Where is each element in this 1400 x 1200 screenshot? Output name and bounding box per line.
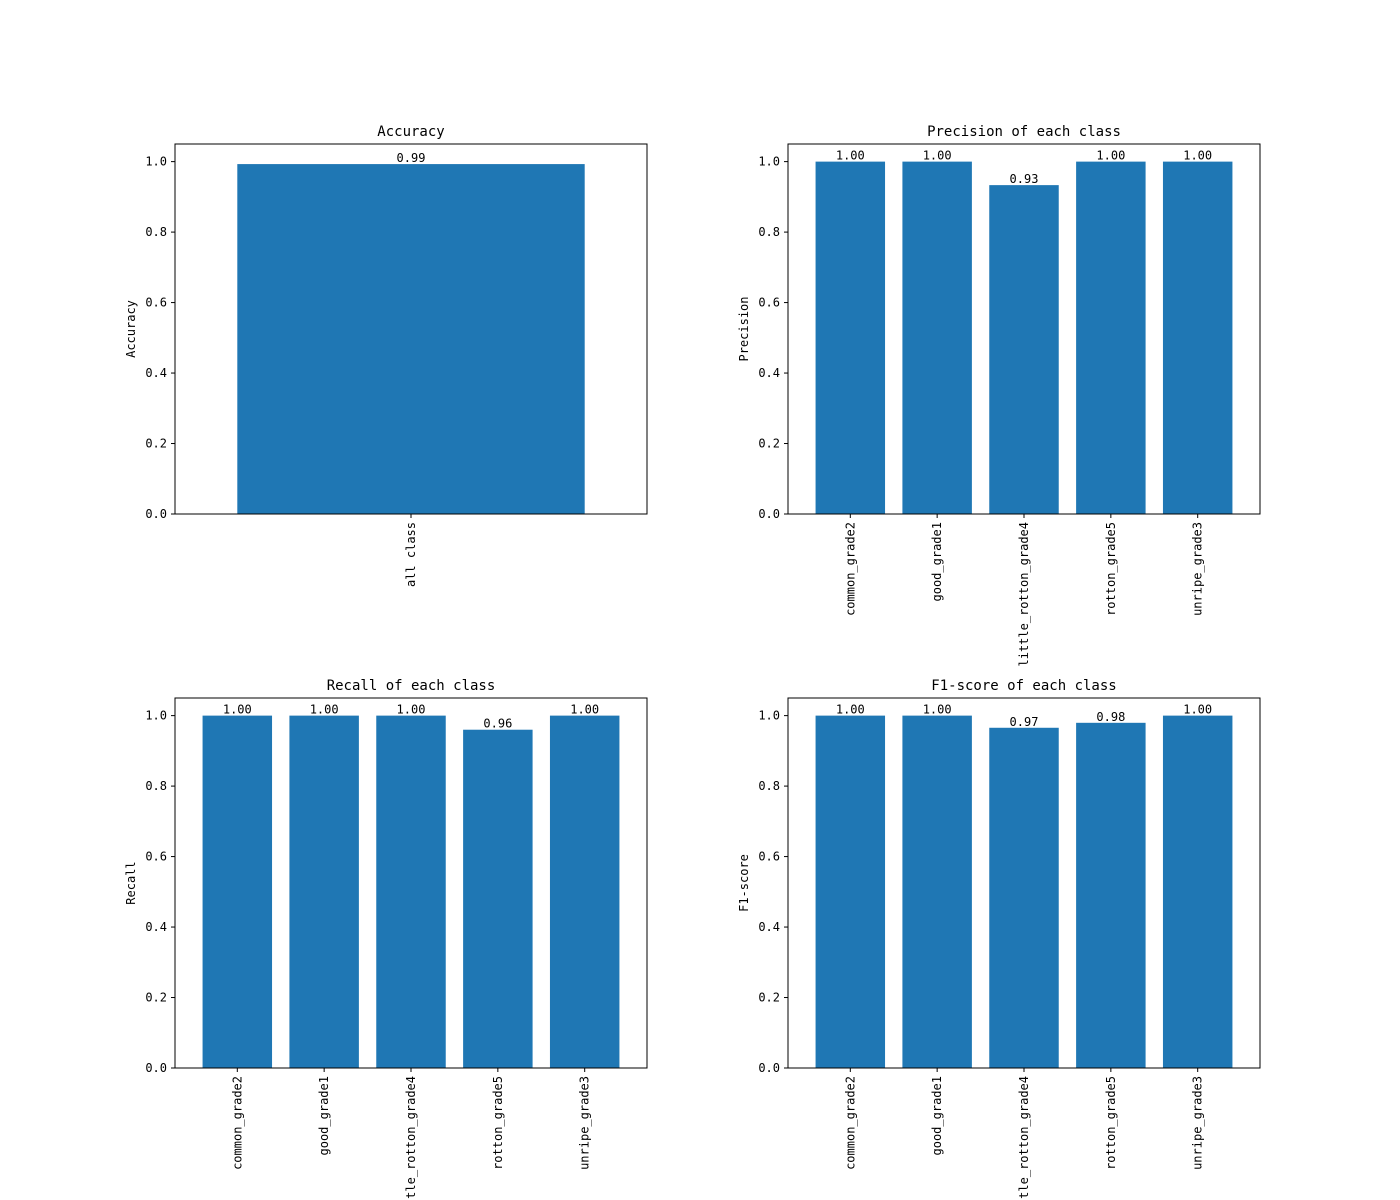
- bar-unripe-grade3: [1162, 161, 1233, 514]
- y-tick-label: 0.4: [145, 920, 167, 934]
- chart-title: Recall of each class: [327, 678, 496, 694]
- bar-value-label: 1.00: [570, 703, 599, 717]
- y-axis-label: F1-score: [737, 854, 751, 912]
- y-tick-label: 0.2: [145, 437, 167, 451]
- bar-rotton-grade5: [1076, 161, 1146, 514]
- x-tick-label: unripe_grade3: [578, 1076, 592, 1170]
- x-tick-label: good_grade1: [930, 1076, 944, 1155]
- y-tick-label: 0.8: [758, 779, 780, 793]
- bar-unripe-grade3: [549, 715, 620, 1068]
- y-tick-label: 0.0: [145, 507, 167, 521]
- y-tick-label: 0.8: [145, 779, 167, 793]
- bar-rotton-grade5: [463, 729, 533, 1068]
- y-tick-label: 0.2: [758, 991, 780, 1005]
- bar-value-label: 0.98: [1096, 710, 1125, 724]
- bar-value-label: 1.00: [397, 703, 426, 717]
- y-axis-label: Recall: [124, 861, 138, 904]
- y-tick-label: 0.0: [145, 1061, 167, 1075]
- y-tick-label: 1.0: [758, 709, 780, 723]
- y-axis-label: Accuracy: [124, 300, 138, 358]
- axes-frame: [787, 697, 1261, 1069]
- y-tick-label: 0.0: [758, 507, 780, 521]
- bar-value-label: 1.00: [223, 703, 252, 717]
- y-tick-label: 0.0: [758, 1061, 780, 1075]
- x-tick-label: all class: [404, 522, 418, 587]
- bar-value-label: 1.00: [310, 703, 339, 717]
- y-tick-label: 1.0: [145, 155, 167, 169]
- x-tick-label: common_grade2: [843, 1076, 857, 1170]
- subplot-3: 1.00 common_grade2 1.00 good_grade1 1.00 litt…: [124, 678, 648, 1200]
- x-tick-label: common_grade2: [230, 1076, 244, 1170]
- subplot-2: 1.00 common_grade2 1.00 good_grade1 0.93 litt…: [737, 124, 1261, 667]
- bar-little-rotton-grade4: [989, 727, 1059, 1068]
- axes-frame: [174, 143, 648, 515]
- x-tick-label: common_grade2: [843, 522, 857, 616]
- subplot-4: 1.00 common_grade2 1.00 good_grade1 0.97 litt…: [737, 678, 1261, 1200]
- bar-value-label: 0.99: [397, 151, 426, 165]
- y-tick-label: 0.6: [758, 296, 780, 310]
- y-tick-label: 0.8: [758, 225, 780, 239]
- chart-title: Accuracy: [377, 124, 444, 140]
- y-tick-label: 0.4: [145, 366, 167, 380]
- bar-all-class: [237, 164, 585, 515]
- x-tick-label: rotton_grade5: [1104, 522, 1118, 616]
- bar-value-label: 1.00: [923, 149, 952, 163]
- axes-frame: [787, 143, 1261, 515]
- y-tick-label: 1.0: [145, 709, 167, 723]
- y-axis-label: Precision: [737, 296, 751, 361]
- bar-common-grade2: [815, 715, 886, 1068]
- y-tick-label: 0.8: [145, 225, 167, 239]
- x-tick-label: little_rotton_grade4: [404, 1076, 418, 1200]
- bar-little-rotton-grade4: [989, 185, 1059, 514]
- bar-value-label: 0.96: [483, 717, 512, 731]
- y-tick-label: 0.4: [758, 366, 780, 380]
- axes-frame: [174, 697, 648, 1069]
- bar-value-label: 0.93: [1010, 172, 1039, 186]
- bar-value-label: 1.00: [923, 703, 952, 717]
- bar-rotton-grade5: [1076, 722, 1146, 1068]
- chart-title: F1-score of each class: [931, 678, 1116, 694]
- y-tick-label: 1.0: [758, 155, 780, 169]
- bar-little-rotton-grade4: [376, 715, 446, 1068]
- y-tick-label: 0.2: [758, 437, 780, 451]
- x-tick-label: rotton_grade5: [1104, 1076, 1118, 1170]
- bar-value-label: 1.00: [1183, 703, 1212, 717]
- chart-title: Precision of each class: [927, 124, 1121, 140]
- x-tick-label: little_rotton_grade4: [1017, 1076, 1031, 1200]
- bar-value-label: 1.00: [1096, 149, 1125, 163]
- bar-good-grade1: [289, 715, 359, 1068]
- bar-good-grade1: [902, 715, 972, 1068]
- x-tick-label: unripe_grade3: [1191, 1076, 1205, 1170]
- bar-value-label: 1.00: [836, 703, 865, 717]
- y-tick-label: 0.4: [758, 920, 780, 934]
- subplot-1: 0.99 all class 0.0 0.2 0.4 0.6 0.8 1.0 Accuracy A…: [124, 124, 648, 587]
- bar-common-grade2: [815, 161, 886, 514]
- bar-value-label: 1.00: [836, 149, 865, 163]
- y-tick-label: 0.6: [758, 850, 780, 864]
- bar-value-label: 1.00: [1183, 149, 1212, 163]
- y-tick-label: 0.2: [145, 991, 167, 1005]
- x-tick-label: little_rotton_grade4: [1017, 522, 1031, 667]
- x-tick-label: unripe_grade3: [1191, 522, 1205, 616]
- x-tick-label: rotton_grade5: [491, 1076, 505, 1170]
- bar-unripe-grade3: [1162, 715, 1233, 1068]
- bar-common-grade2: [202, 715, 273, 1068]
- y-tick-label: 0.6: [145, 296, 167, 310]
- bar-value-label: 0.97: [1010, 715, 1039, 729]
- x-tick-label: good_grade1: [317, 1076, 331, 1155]
- bar-good-grade1: [902, 161, 972, 514]
- y-tick-label: 0.6: [145, 850, 167, 864]
- x-tick-label: good_grade1: [930, 522, 944, 601]
